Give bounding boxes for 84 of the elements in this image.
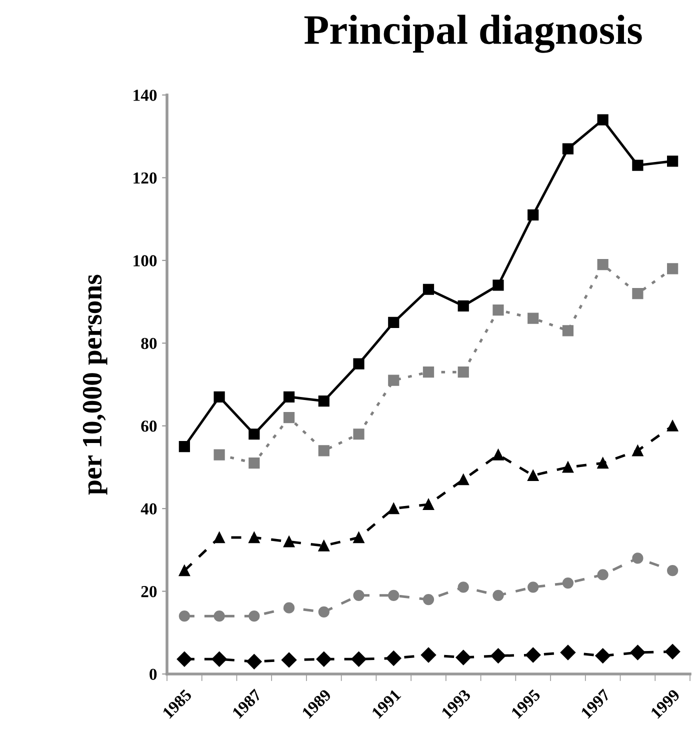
point: [388, 503, 400, 514]
point: [458, 366, 469, 378]
point: [388, 374, 400, 386]
point: [178, 440, 190, 452]
point: [178, 610, 190, 622]
y-tick-label: 80: [141, 338, 157, 350]
point: [178, 565, 190, 576]
point: [597, 114, 608, 126]
point: [214, 449, 225, 460]
point: [246, 654, 262, 670]
point: [526, 647, 541, 663]
point: [667, 156, 678, 167]
point: [632, 445, 644, 456]
point: [422, 366, 434, 378]
point: [456, 650, 471, 666]
point: [458, 582, 469, 593]
point: [458, 474, 469, 486]
point: [318, 540, 330, 552]
point: [212, 652, 227, 667]
point: [560, 644, 576, 660]
point: [214, 391, 225, 402]
point: [351, 652, 366, 667]
point: [283, 536, 295, 548]
point: [492, 590, 504, 601]
y-tick-label: 100: [134, 255, 157, 266]
point: [353, 358, 364, 370]
point: [630, 644, 646, 660]
point: [458, 300, 469, 312]
y-tick-label: 140: [134, 90, 157, 101]
point: [283, 412, 295, 424]
point: [420, 647, 436, 663]
point: [632, 288, 644, 300]
point: [318, 445, 330, 456]
point: [248, 532, 260, 544]
y-tick-label: 60: [141, 420, 157, 432]
point: [283, 391, 295, 402]
point: [422, 498, 434, 510]
point: [388, 316, 400, 328]
point: [492, 449, 504, 460]
point: [597, 259, 608, 270]
chart-title: Principal diagnosis: [304, 14, 642, 53]
y-tick-label: 40: [140, 503, 157, 515]
y-tick-label: 0: [150, 668, 157, 680]
point: [248, 458, 260, 469]
point: [248, 428, 260, 440]
point: [492, 304, 504, 316]
point: [214, 532, 225, 544]
y-tick-label: 20: [141, 586, 157, 598]
point: [528, 470, 539, 482]
y-tick-label: 120: [134, 172, 157, 184]
point: [492, 280, 504, 291]
point: [528, 582, 539, 593]
point: [176, 652, 192, 667]
point: [562, 577, 574, 589]
point: [490, 648, 506, 664]
point: [597, 569, 608, 580]
point: [248, 610, 260, 622]
point: [388, 590, 400, 601]
point: [664, 644, 680, 660]
point: [422, 284, 434, 295]
point: [595, 648, 610, 664]
point: [632, 552, 644, 564]
point: [283, 602, 295, 614]
point: [353, 428, 364, 440]
y-axis-title: per 10,000 persons: [82, 274, 108, 495]
point: [386, 650, 402, 666]
point: [528, 312, 539, 324]
point: [528, 209, 539, 220]
point: [667, 263, 678, 274]
point: [667, 565, 678, 576]
point: [353, 590, 364, 601]
point: [214, 610, 225, 622]
point: [422, 594, 434, 606]
point: [316, 652, 332, 667]
point: [318, 395, 330, 407]
point: [562, 325, 574, 336]
point: [562, 143, 574, 154]
point: [632, 160, 644, 171]
point: [562, 462, 574, 473]
point: [281, 652, 297, 668]
point: [597, 458, 608, 469]
point: [318, 606, 330, 618]
point: [353, 532, 364, 544]
point: [667, 420, 678, 432]
